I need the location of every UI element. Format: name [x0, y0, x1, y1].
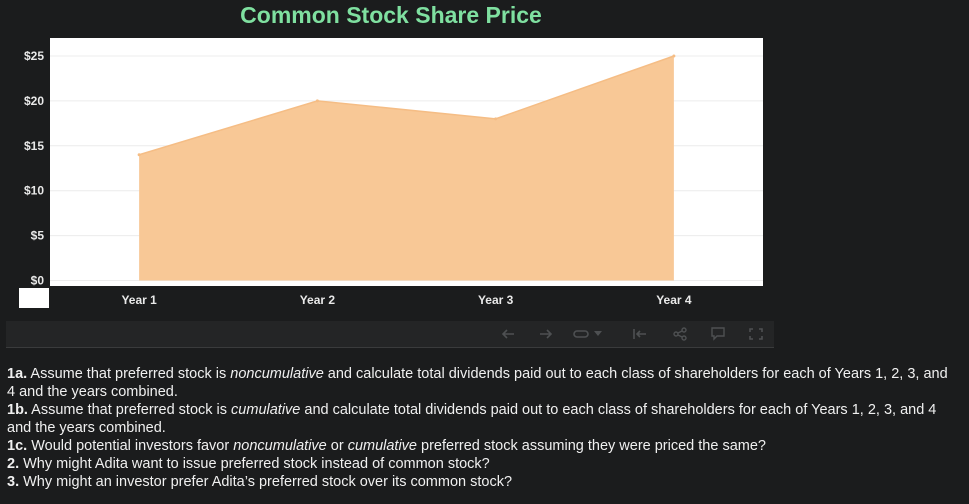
arrow-right-icon[interactable]: [534, 321, 558, 347]
question-text: Why might an investor prefer Adita’s pre…: [19, 474, 513, 490]
question-item: 1c. Would potential investors favor nonc…: [7, 437, 957, 455]
question-item: 2. Why might Adita want to issue preferr…: [7, 455, 957, 473]
corner-swatch: [19, 288, 49, 308]
loop-icon[interactable]: [569, 321, 593, 347]
area-line: [138, 55, 675, 156]
questions-list: 1a. Assume that preferred stock is noncu…: [7, 365, 957, 491]
question-text: Assume that preferred stock is: [27, 366, 231, 382]
data-point[interactable]: [494, 117, 498, 121]
emphasis-term: noncumulative: [233, 438, 327, 454]
x-tick-label: Year 1: [121, 293, 157, 307]
question-number: 1b.: [7, 402, 28, 418]
question-text: Assume that preferred stock is: [27, 402, 232, 418]
x-tick-label: Year 2: [300, 293, 336, 307]
y-tick-label: $20: [24, 94, 44, 108]
dropdown-caret-icon[interactable]: [591, 321, 605, 347]
question-number: 3.: [7, 474, 20, 490]
question-number: 1c.: [7, 438, 28, 454]
x-tick-label: Year 4: [656, 293, 692, 307]
arrow-left-icon[interactable]: [496, 321, 520, 347]
skip-back-icon[interactable]: [628, 321, 652, 347]
data-point[interactable]: [315, 99, 319, 103]
question-text: Would potential investors favor: [27, 438, 234, 454]
question-text: preferred stock assuming they were price…: [417, 438, 766, 454]
y-tick-label: $0: [31, 274, 45, 288]
emphasis-term: cumulative: [231, 402, 301, 418]
area-fill: [139, 56, 674, 281]
comment-icon[interactable]: [706, 321, 730, 347]
question-item: 1b. Assume that preferred stock is cumul…: [7, 401, 957, 437]
area-series: [137, 54, 676, 281]
y-tick-label: $15: [24, 139, 44, 153]
y-tick-label: $5: [31, 229, 45, 243]
question-item: 3. Why might an investor prefer Adita’s …: [7, 473, 957, 491]
x-tick-label: Year 3: [478, 293, 514, 307]
data-point[interactable]: [672, 54, 676, 58]
area-chart: $0$5$10$15$20$25 Year 1 Year 2 Year 3 Year …: [19, 38, 763, 308]
question-text: and calculate total dividends paid out t…: [7, 366, 948, 400]
share-icon[interactable]: [668, 321, 692, 347]
fullscreen-icon[interactable]: [744, 321, 768, 347]
x-axis: Year 1 Year 2 Year 3 Year 4: [121, 293, 691, 307]
question-number: 1a.: [7, 366, 28, 382]
question-text: and calculate total dividends paid out t…: [7, 402, 937, 436]
question-text: Why might Adita want to issue preferred …: [19, 456, 490, 472]
y-tick-label: $10: [24, 184, 44, 198]
emphasis-term: noncumulative: [230, 366, 324, 382]
chart-title: Common Stock Share Price: [240, 2, 542, 28]
question-text: or: [326, 438, 348, 454]
player-toolbar: [6, 321, 774, 348]
y-axis: $0 $5 $10 $15 $20 $25: [24, 49, 44, 288]
question-number: 2.: [7, 456, 20, 472]
emphasis-term: cumulative: [347, 438, 417, 454]
data-point[interactable]: [137, 153, 141, 157]
question-item: 1a. Assume that preferred stock is noncu…: [7, 365, 957, 401]
y-tick-label: $25: [24, 49, 44, 63]
